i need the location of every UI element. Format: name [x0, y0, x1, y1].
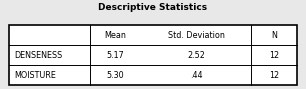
Text: N: N: [271, 31, 277, 40]
Text: Descriptive Statistics: Descriptive Statistics: [99, 3, 207, 12]
Text: Mean: Mean: [105, 31, 127, 40]
Bar: [9, 25, 297, 85]
Text: 12: 12: [269, 51, 279, 60]
Text: 5.30: 5.30: [107, 71, 125, 80]
Text: 2.52: 2.52: [187, 51, 205, 60]
Text: 12: 12: [269, 71, 279, 80]
Text: 5.17: 5.17: [107, 51, 125, 60]
Text: .44: .44: [190, 71, 202, 80]
Text: Std. Deviation: Std. Deviation: [168, 31, 225, 40]
Text: DENSENESS: DENSENESS: [14, 51, 62, 60]
Text: MOISTURE: MOISTURE: [14, 71, 56, 80]
